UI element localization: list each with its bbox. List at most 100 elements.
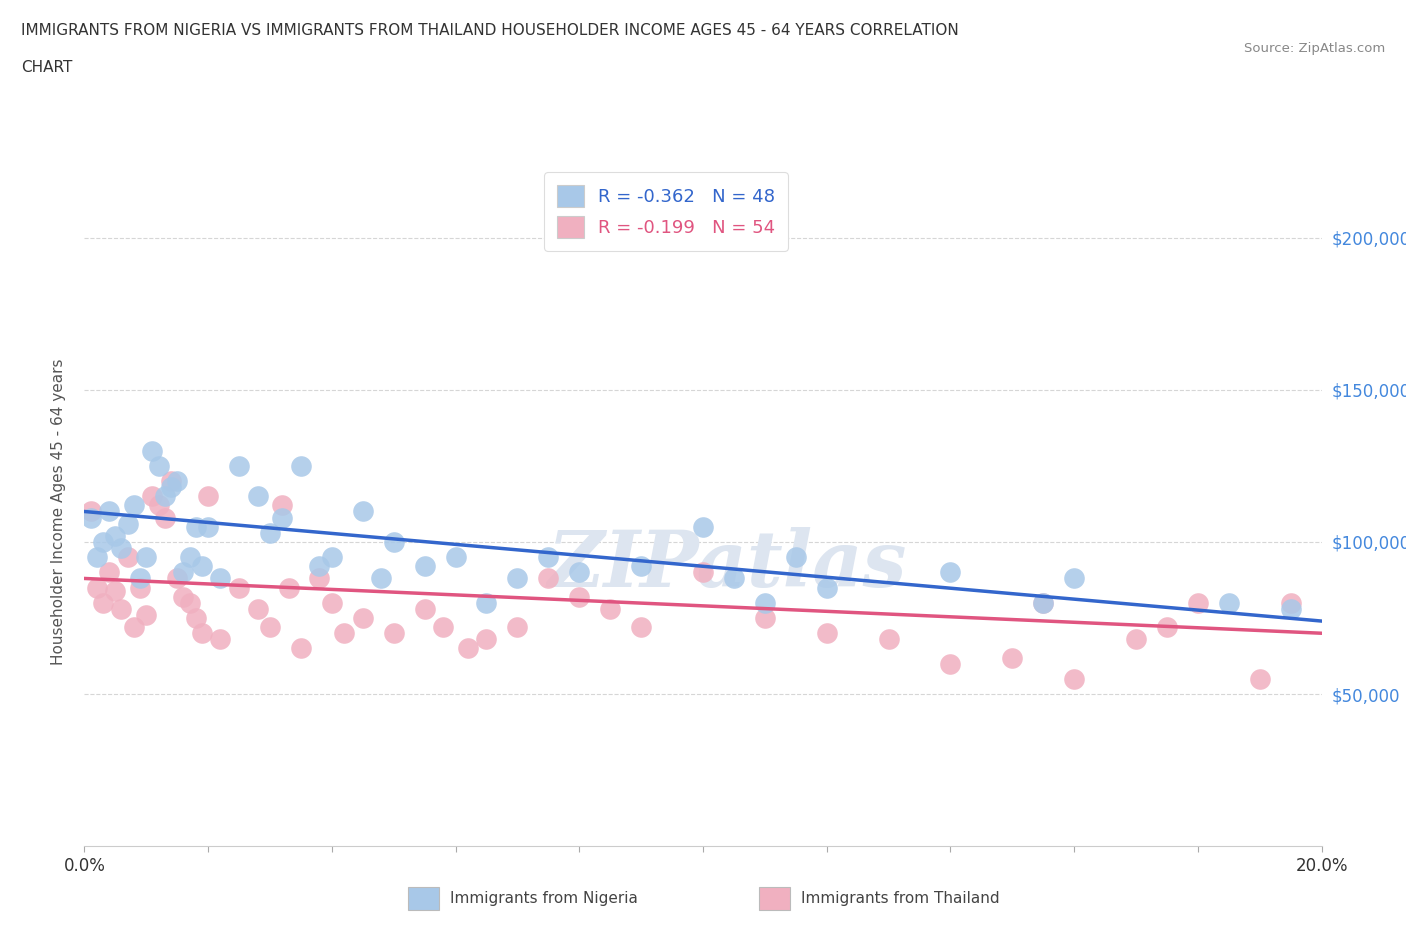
Text: IMMIGRANTS FROM NIGERIA VS IMMIGRANTS FROM THAILAND HOUSEHOLDER INCOME AGES 45 -: IMMIGRANTS FROM NIGERIA VS IMMIGRANTS FR… xyxy=(21,23,959,38)
Text: Immigrants from Nigeria: Immigrants from Nigeria xyxy=(450,891,638,906)
Point xyxy=(160,473,183,488)
Point xyxy=(506,619,529,634)
Point xyxy=(153,489,176,504)
Point xyxy=(1279,595,1302,610)
Point xyxy=(723,571,745,586)
Point xyxy=(104,528,127,543)
Point xyxy=(153,511,176,525)
Legend: R = -0.362   N = 48, R = -0.199   N = 54: R = -0.362 N = 48, R = -0.199 N = 54 xyxy=(544,172,787,251)
Point xyxy=(1279,602,1302,617)
Point xyxy=(939,657,962,671)
Point xyxy=(148,458,170,473)
Point xyxy=(321,550,343,565)
Point xyxy=(179,595,201,610)
Point xyxy=(308,559,330,574)
Point xyxy=(475,595,498,610)
Point xyxy=(1249,671,1271,686)
Point xyxy=(86,580,108,595)
Point xyxy=(382,535,405,550)
Point xyxy=(129,571,152,586)
Point xyxy=(692,565,714,579)
Point xyxy=(271,498,294,512)
Point xyxy=(86,550,108,565)
Point xyxy=(1187,595,1209,610)
Point xyxy=(259,525,281,540)
Point xyxy=(98,504,121,519)
Point xyxy=(277,580,299,595)
Point xyxy=(413,559,436,574)
Point xyxy=(382,626,405,641)
Point xyxy=(352,611,374,626)
Point xyxy=(290,641,312,656)
Point xyxy=(184,611,207,626)
Point xyxy=(370,571,392,586)
Text: Immigrants from Thailand: Immigrants from Thailand xyxy=(801,891,1000,906)
Point xyxy=(148,498,170,512)
Point xyxy=(692,519,714,534)
Point xyxy=(91,595,114,610)
Point xyxy=(135,607,157,622)
Point xyxy=(432,619,454,634)
Point xyxy=(197,489,219,504)
Point xyxy=(246,489,269,504)
Point xyxy=(630,559,652,574)
Point xyxy=(352,504,374,519)
Point xyxy=(537,571,560,586)
Point xyxy=(1001,650,1024,665)
Point xyxy=(568,590,591,604)
Text: Source: ZipAtlas.com: Source: ZipAtlas.com xyxy=(1244,42,1385,55)
Point xyxy=(568,565,591,579)
Point xyxy=(122,619,145,634)
Point xyxy=(754,611,776,626)
Point xyxy=(333,626,356,641)
Point xyxy=(184,519,207,534)
Point xyxy=(1125,631,1147,646)
Point xyxy=(110,602,132,617)
Point xyxy=(172,590,194,604)
Point xyxy=(197,519,219,534)
Point xyxy=(1032,595,1054,610)
Point xyxy=(117,550,139,565)
Point xyxy=(259,619,281,634)
Point xyxy=(290,458,312,473)
Point xyxy=(444,550,467,565)
Y-axis label: Householder Income Ages 45 - 64 years: Householder Income Ages 45 - 64 years xyxy=(51,358,66,665)
Point xyxy=(79,511,101,525)
Point xyxy=(228,580,250,595)
Point xyxy=(179,550,201,565)
Point xyxy=(754,595,776,610)
Point xyxy=(191,626,214,641)
Point xyxy=(506,571,529,586)
Text: CHART: CHART xyxy=(21,60,73,75)
Point xyxy=(815,626,838,641)
Point xyxy=(785,550,807,565)
Point xyxy=(308,571,330,586)
Point xyxy=(104,583,127,598)
Point xyxy=(166,473,188,488)
Point xyxy=(79,504,101,519)
Point xyxy=(191,559,214,574)
Point xyxy=(1156,619,1178,634)
Point xyxy=(117,516,139,531)
Point xyxy=(141,444,163,458)
Point xyxy=(1218,595,1240,610)
Point xyxy=(1063,671,1085,686)
Point xyxy=(122,498,145,512)
Point xyxy=(228,458,250,473)
Point xyxy=(321,595,343,610)
Point xyxy=(599,602,621,617)
Point xyxy=(160,480,183,495)
Point xyxy=(91,535,114,550)
Point xyxy=(271,511,294,525)
Point xyxy=(166,571,188,586)
Point xyxy=(141,489,163,504)
Point xyxy=(246,602,269,617)
Point xyxy=(110,540,132,555)
Point xyxy=(457,641,479,656)
Point xyxy=(537,550,560,565)
Point xyxy=(135,550,157,565)
Point xyxy=(172,565,194,579)
Point xyxy=(630,619,652,634)
Point xyxy=(209,631,232,646)
Text: ZIPatlas: ZIPatlas xyxy=(548,526,907,604)
